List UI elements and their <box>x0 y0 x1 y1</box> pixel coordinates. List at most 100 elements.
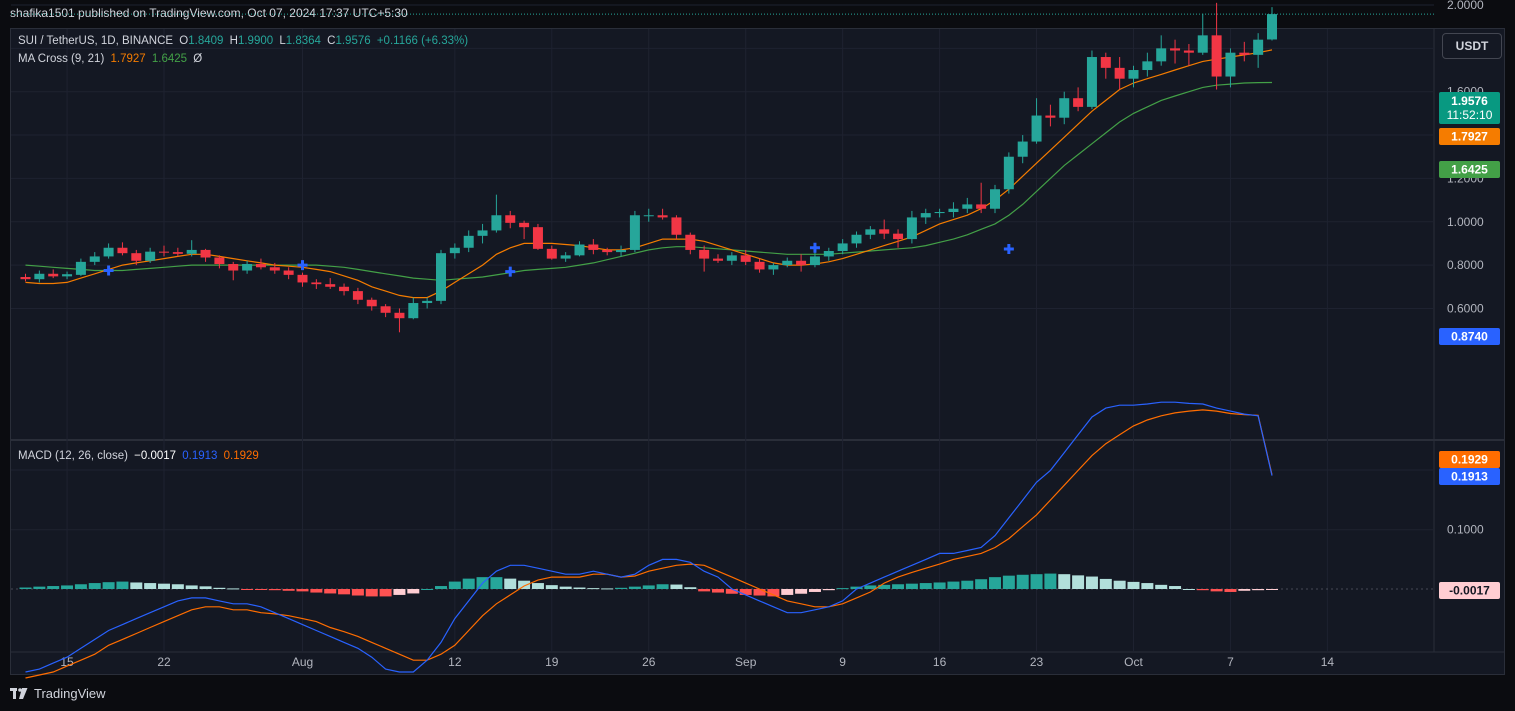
candle-body <box>145 251 156 261</box>
candle-body <box>1017 141 1028 157</box>
candle-body <box>962 204 973 209</box>
macd-histogram-bar <box>933 582 946 589</box>
candle-body <box>532 227 543 249</box>
candle-body <box>893 233 904 240</box>
candle-body <box>491 215 502 231</box>
candle-body <box>394 312 405 319</box>
candle-body <box>976 204 987 209</box>
macd-histogram-bar <box>435 586 447 589</box>
macd-histogram-bar <box>19 587 32 589</box>
price-tick-label: 1.0000 <box>1447 215 1484 229</box>
macd-histogram-bar <box>61 585 74 589</box>
macd-signal-tag-bg <box>1439 451 1500 468</box>
macd-histogram-bar <box>587 588 600 590</box>
macd-histogram-bar <box>1058 574 1071 589</box>
macd-histogram-bar <box>130 582 143 589</box>
time-tick-label: Oct <box>1124 655 1143 669</box>
macd-name[interactable]: MACD (12, 26, close) <box>18 450 128 462</box>
candle-body <box>699 249 710 259</box>
candle-body <box>339 286 350 292</box>
candle-body <box>172 252 183 254</box>
ma-fast-tag-bg <box>1439 128 1500 145</box>
macd-signal-line <box>25 409 1273 679</box>
macd-histogram-bar <box>1030 574 1043 589</box>
low-label: L <box>279 35 286 47</box>
open-label: O <box>179 35 189 47</box>
candle-body <box>89 256 100 262</box>
ma-cross-marker <box>809 242 820 253</box>
candle-body <box>837 243 848 252</box>
last-price-tag-countdown: 11:52:10 <box>1447 108 1493 122</box>
macd-histogram-bar <box>1016 574 1029 589</box>
macd-histogram-bar <box>1210 589 1223 592</box>
macd-histogram-bar <box>338 589 351 595</box>
candle-body <box>990 189 1000 209</box>
candle-body <box>796 260 807 266</box>
macd-histogram-bar <box>199 586 212 589</box>
price-tick-label: 0.6000 <box>1447 301 1484 315</box>
macd-histogram-bar <box>878 584 891 589</box>
macd-histogram-bar <box>1266 589 1278 590</box>
candle-body <box>131 253 142 261</box>
tradingview-logo-icon <box>10 688 28 699</box>
candle-body <box>48 273 59 277</box>
candle-body <box>311 282 322 285</box>
chart-frame[interactable] <box>10 28 1505 675</box>
macd-histogram-bar <box>1127 581 1140 589</box>
macd-histogram-bar <box>961 580 974 589</box>
time-tick-label: 26 <box>642 655 656 669</box>
candle-body <box>422 300 433 304</box>
time-tick-label: 14 <box>1321 655 1335 669</box>
time-tick-label: 23 <box>1030 655 1044 669</box>
candle-body <box>754 261 765 270</box>
macd-histogram-bar <box>892 584 905 589</box>
candle-body <box>505 215 516 223</box>
candle-body <box>865 229 876 235</box>
macd-histogram-bar <box>1002 575 1015 589</box>
candle-body <box>726 255 737 261</box>
currency-button[interactable]: USDT <box>1442 33 1502 59</box>
candle-body <box>1100 57 1111 68</box>
macd-histogram-bar <box>822 589 835 591</box>
candle-body <box>186 249 197 254</box>
macd-histogram-bar <box>573 587 586 589</box>
candle-body <box>477 230 488 236</box>
macd-histogram-bar <box>421 589 434 590</box>
macd-hist-tag-bg <box>1439 582 1500 599</box>
macd-histogram-bar <box>1169 586 1182 589</box>
macd-histogram-bar <box>781 589 794 595</box>
ma-slow-tag: 1.6425 <box>1451 163 1488 177</box>
macd-histogram-bar <box>74 584 87 589</box>
candle-body <box>879 229 890 234</box>
macd-histogram-bar <box>656 584 669 589</box>
symbol-legend: SUI / TetherUS, 1D, BINANCE O1.8409 H1.9… <box>18 35 471 47</box>
ma-extra-value: Ø <box>193 53 203 65</box>
candle-body <box>920 213 931 218</box>
macd-histogram-bar <box>808 589 821 592</box>
macd-histogram-bar <box>365 589 378 597</box>
macd-histogram-bar <box>504 578 517 589</box>
candle-body <box>713 258 723 261</box>
candle-body <box>1156 48 1167 62</box>
time-tick-label: 19 <box>545 655 559 669</box>
macd-histogram-bar <box>1099 578 1112 589</box>
macd-signal-tag: 0.1929 <box>1451 453 1488 467</box>
macd-histogram-bar <box>1085 576 1098 589</box>
candle-body <box>1059 98 1070 118</box>
candle-body <box>1114 67 1125 79</box>
candle-body <box>1045 115 1056 118</box>
ma-name[interactable]: MA Cross (9, 21) <box>18 53 105 65</box>
candle-body <box>629 215 640 250</box>
ma-cross-marker <box>505 266 516 277</box>
footer-brand: TradingView <box>10 686 106 701</box>
macd-histogram-bar <box>268 589 281 591</box>
macd-histogram-bar <box>684 587 697 589</box>
candle-body <box>685 234 696 250</box>
candle-body <box>657 215 668 218</box>
macd-histogram-bar <box>282 589 295 591</box>
macd-histogram-bar <box>116 581 129 589</box>
candle-body <box>20 277 31 280</box>
symbol-name[interactable]: SUI / TetherUS, 1D, BINANCE <box>18 35 174 47</box>
macd-histogram-bar <box>1044 573 1057 589</box>
